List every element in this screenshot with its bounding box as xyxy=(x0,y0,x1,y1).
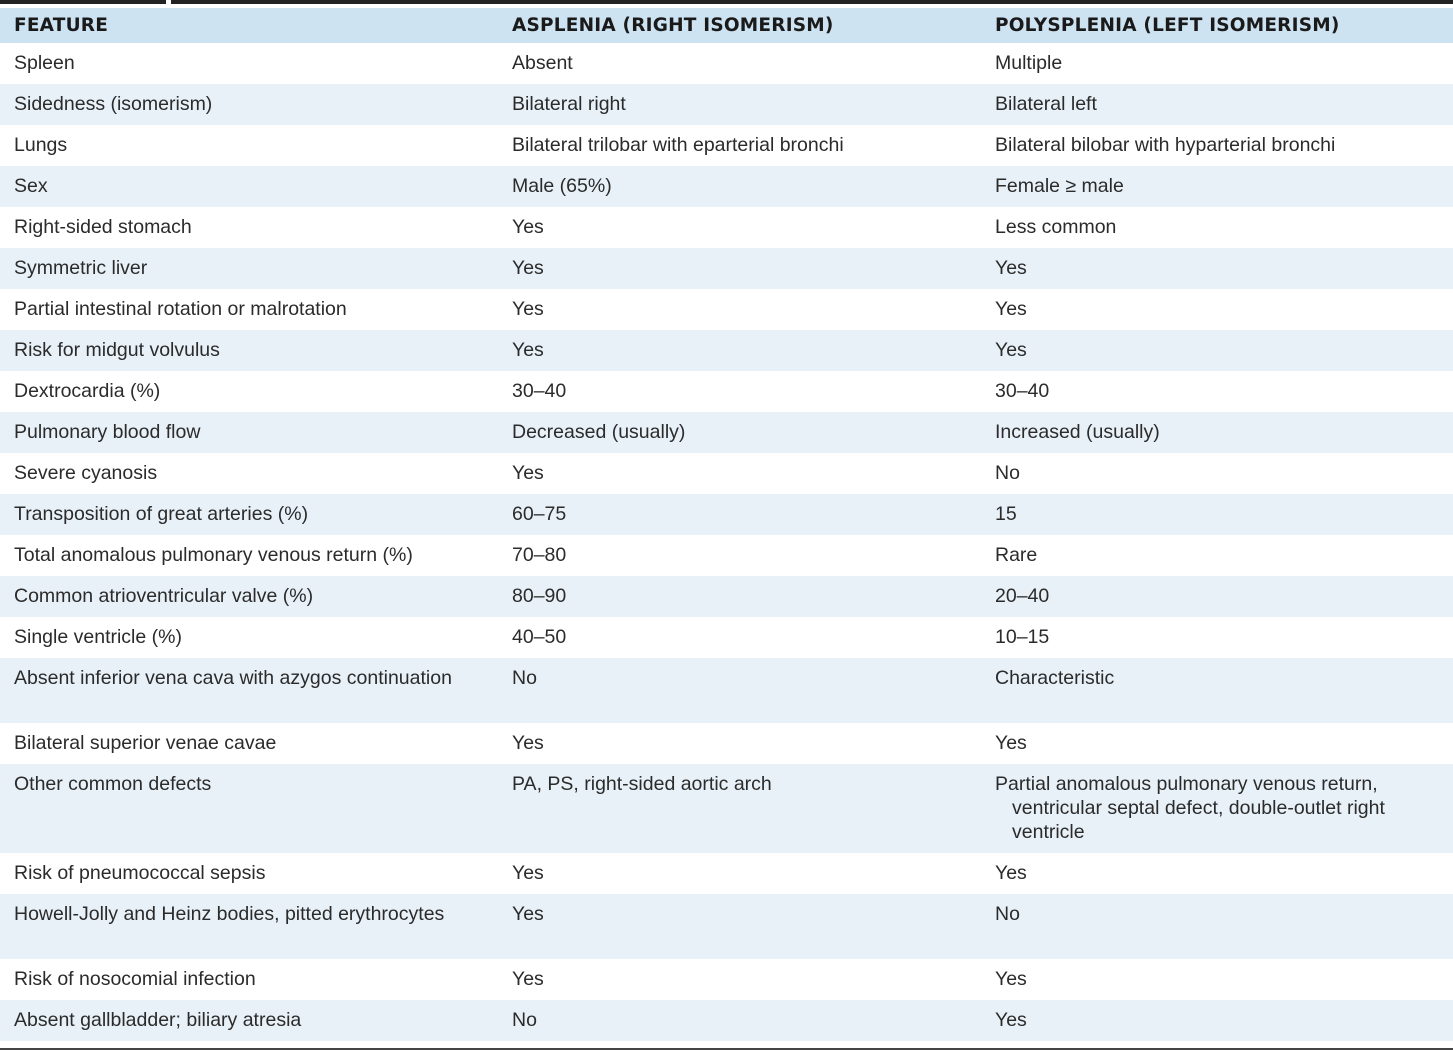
polysplenia-cell: Less common xyxy=(995,216,1117,238)
asplenia-cell: Yes xyxy=(512,216,544,238)
asplenia-cell: 80–90 xyxy=(498,576,981,617)
table-row: Severe cyanosis Yes No xyxy=(0,453,1453,494)
feature-cell: Single ventricle (%) xyxy=(14,626,182,648)
polysplenia-cell: Yes xyxy=(995,862,1027,884)
asplenia-cell: Decreased (usually) xyxy=(498,412,981,453)
asplenia-cell: Yes xyxy=(498,330,981,371)
table-row: Total anomalous pulmonary venous return … xyxy=(0,535,1453,576)
asplenia-cell: Yes xyxy=(512,462,544,484)
table-row: Dextrocardia (%) 30–40 30–40 xyxy=(0,371,1453,412)
header-row: FEATURE ASPLENIA (RIGHT ISOMERISM) POLYS… xyxy=(0,8,1453,43)
feature-cell: Sex xyxy=(0,166,498,207)
table-row: Pulmonary blood flow Decreased (usually)… xyxy=(0,412,1453,453)
polysplenia-cell: Bilateral left xyxy=(981,84,1453,125)
asplenia-cell: 40–50 xyxy=(512,626,567,648)
polysplenia-cell: Yes xyxy=(981,1000,1453,1041)
asplenia-cell: Bilateral right xyxy=(498,84,981,125)
polysplenia-cell: Rare xyxy=(995,544,1038,566)
feature-cell: Lungs xyxy=(14,134,68,156)
table-row: Lungs Bilateral trilobar with eparterial… xyxy=(0,125,1453,166)
table-row: Howell-Jolly and Heinz bodies, pitted er… xyxy=(0,894,1453,959)
feature-cell: Absent gallbladder; biliary atresia xyxy=(0,1000,498,1041)
feature-cell: Right-sided stomach xyxy=(14,216,192,238)
bottom-rule xyxy=(0,1048,1453,1050)
table-row: Absent inferior vena cava with azygos co… xyxy=(0,658,1453,723)
asplenia-cell: Absent xyxy=(512,52,573,74)
feature-cell: Risk of pneumococcal sepsis xyxy=(14,862,266,884)
feature-cell: Pulmonary blood flow xyxy=(0,412,498,453)
table-row: Bilateral superior venae cavae Yes Yes xyxy=(0,723,1453,764)
asplenia-cell: 70–80 xyxy=(512,544,567,566)
top-rule-right xyxy=(171,0,1453,4)
asplenia-cell: No xyxy=(498,1000,981,1041)
table-row: Risk of nosocomial infection Yes Yes xyxy=(0,959,1453,1000)
feature-cell: Severe cyanosis xyxy=(14,462,158,484)
feature-cell: Symmetric liver xyxy=(0,248,498,289)
asplenia-cell: Yes xyxy=(512,732,544,754)
polysplenia-cell: No xyxy=(995,462,1020,484)
table-row: Sidedness (isomerism) Bilateral right Bi… xyxy=(0,84,1453,125)
table-row: Sex Male (65%) Female ≥ male xyxy=(0,166,1453,207)
polysplenia-cell: No xyxy=(981,894,1453,959)
feature-cell: Transposition of great arteries (%) xyxy=(0,494,498,535)
polysplenia-cell: Characteristic xyxy=(981,658,1453,723)
asplenia-cell: Yes xyxy=(498,248,981,289)
polysplenia-cell: Yes xyxy=(981,330,1453,371)
table-row: Symmetric liver Yes Yes xyxy=(0,248,1453,289)
feature-cell: Total anomalous pulmonary venous return … xyxy=(14,544,413,566)
asplenia-cell: PA, PS, right-sided aortic arch xyxy=(498,764,981,853)
table-row: Partial intestinal rotation or malrotati… xyxy=(0,289,1453,330)
asplenia-cell: Bilateral trilobar with eparterial bronc… xyxy=(512,134,844,156)
header-feature: FEATURE xyxy=(0,8,498,43)
table-row: Right-sided stomach Yes Less common xyxy=(0,207,1453,248)
polysplenia-cell: Yes xyxy=(981,248,1453,289)
feature-cell: Sidedness (isomerism) xyxy=(0,84,498,125)
header-polysplenia: POLYSPLENIA (LEFT ISOMERISM) xyxy=(981,8,1453,43)
polysplenia-cell: 20–40 xyxy=(981,576,1453,617)
feature-cell: Other common defects xyxy=(0,764,498,853)
asplenia-cell: No xyxy=(498,658,981,723)
asplenia-cell: Yes xyxy=(512,968,544,990)
table-row: Single ventricle (%) 40–50 10–15 xyxy=(0,617,1453,658)
table-row: Spleen Absent Multiple xyxy=(0,43,1453,84)
asplenia-cell: Yes xyxy=(512,298,544,320)
feature-cell: Common atrioventricular valve (%) xyxy=(0,576,498,617)
asplenia-cell: 30–40 xyxy=(512,380,567,402)
table-row: Common atrioventricular valve (%) 80–90 … xyxy=(0,576,1453,617)
table-row: Transposition of great arteries (%) 60–7… xyxy=(0,494,1453,535)
polysplenia-cell: Partial anomalous pulmonary venous retur… xyxy=(981,764,1453,853)
feature-cell: Bilateral superior venae cavae xyxy=(14,732,277,754)
polysplenia-cell: 30–40 xyxy=(995,380,1050,402)
polysplenia-cell: Increased (usually) xyxy=(981,412,1453,453)
feature-cell: Risk for midgut volvulus xyxy=(0,330,498,371)
table-row: Risk of pneumococcal sepsis Yes Yes xyxy=(0,853,1453,894)
asplenia-cell: Yes xyxy=(512,862,544,884)
polysplenia-cell: 15 xyxy=(981,494,1453,535)
polysplenia-cell: Bilateral bilobar with hyparterial bronc… xyxy=(995,134,1336,156)
polysplenia-cell: 10–15 xyxy=(995,626,1050,648)
feature-cell: Spleen xyxy=(14,52,75,74)
asplenia-cell: 60–75 xyxy=(498,494,981,535)
table-row: Risk for midgut volvulus Yes Yes xyxy=(0,330,1453,371)
polysplenia-cell: Female ≥ male xyxy=(981,166,1453,207)
feature-cell: Dextrocardia (%) xyxy=(14,380,161,402)
table-row: Absent gallbladder; biliary atresia No Y… xyxy=(0,1000,1453,1041)
table-row: Other common defects PA, PS, right-sided… xyxy=(0,764,1453,853)
feature-cell: Partial intestinal rotation or malrotati… xyxy=(14,298,347,320)
feature-cell: Risk of nosocomial infection xyxy=(14,968,256,990)
feature-cell: Absent inferior vena cava with azygos co… xyxy=(0,658,498,723)
polysplenia-cell: Yes xyxy=(995,298,1027,320)
polysplenia-cell: Yes xyxy=(995,732,1027,754)
header-asplenia: ASPLENIA (RIGHT ISOMERISM) xyxy=(498,8,981,43)
asplenia-cell: Male (65%) xyxy=(498,166,981,207)
polysplenia-cell: Multiple xyxy=(995,52,1063,74)
top-rule-left xyxy=(0,0,166,4)
feature-cell: Howell-Jolly and Heinz bodies, pitted er… xyxy=(0,894,498,959)
asplenia-cell: Yes xyxy=(498,894,981,959)
polysplenia-cell: Yes xyxy=(995,968,1027,990)
comparison-table: FEATURE ASPLENIA (RIGHT ISOMERISM) POLYS… xyxy=(0,8,1453,1041)
